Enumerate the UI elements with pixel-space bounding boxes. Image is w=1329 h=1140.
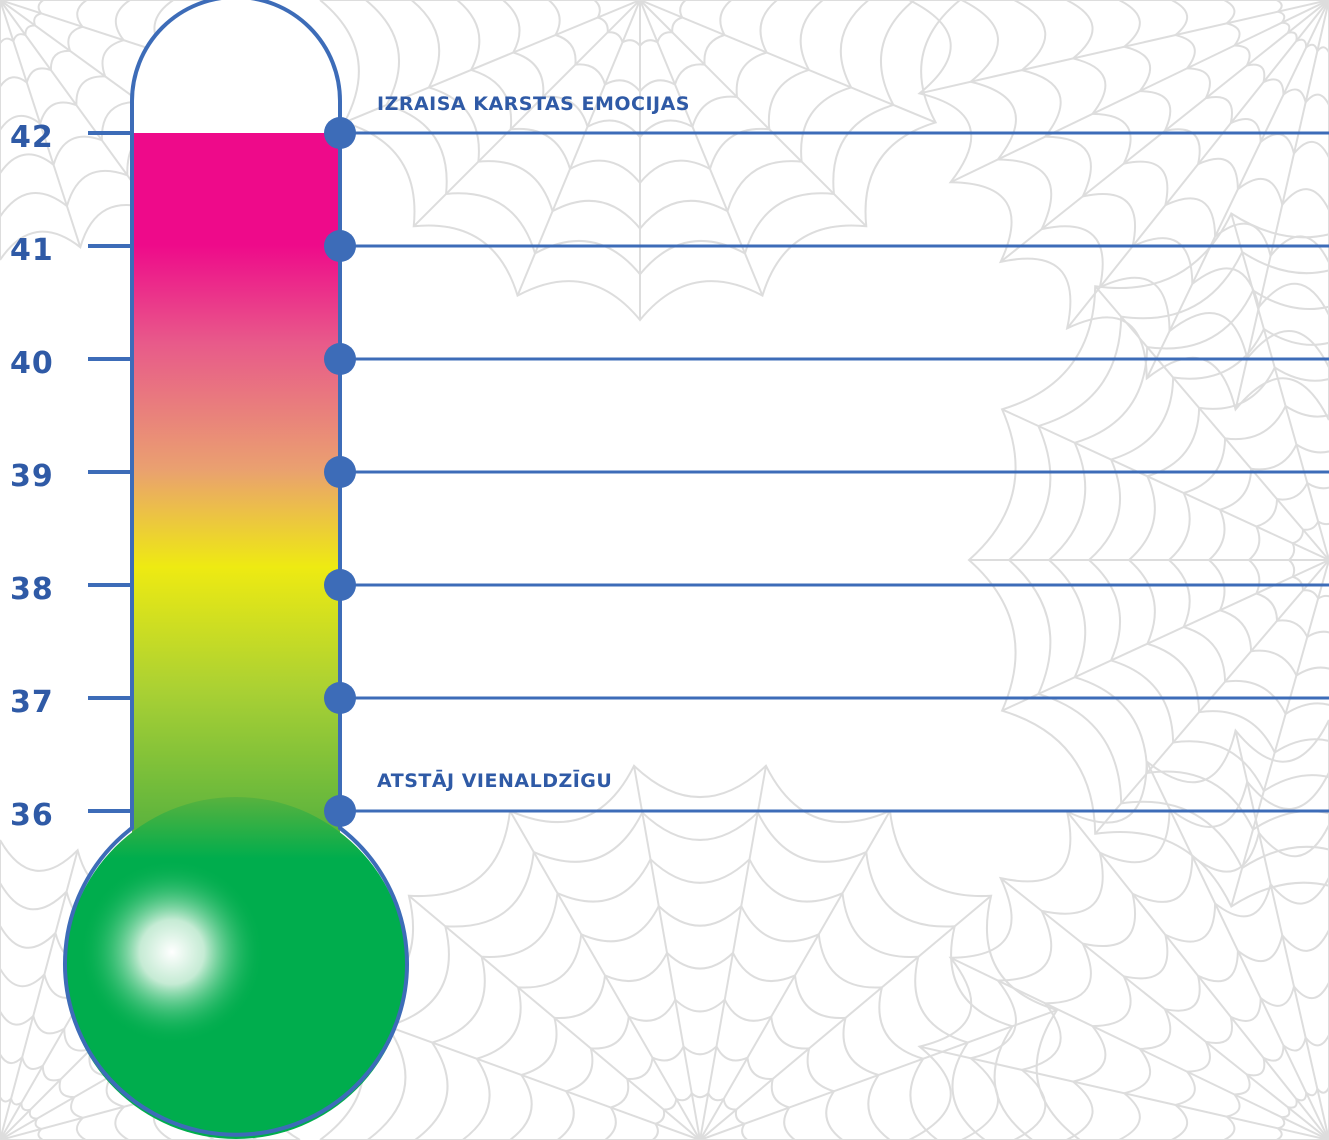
scale-dot-39 <box>324 456 356 488</box>
scale-dot-40 <box>324 343 356 375</box>
scale-label-37: 37 <box>10 685 54 720</box>
thermometer-outline <box>63 133 409 1137</box>
scale-label-38: 38 <box>10 572 54 607</box>
top-caption: IZRAISA KARSTAS EMOCIJAS <box>377 93 690 115</box>
thermometer-top-cap <box>130 0 342 133</box>
scale-dot-37 <box>324 682 356 714</box>
scale-dot-36 <box>324 795 356 827</box>
scale-label-42: 42 <box>10 120 54 155</box>
thermometer <box>63 0 409 1139</box>
scale-dot-41 <box>324 230 356 262</box>
scale-label-40: 40 <box>10 346 54 381</box>
tick-marks <box>88 131 134 813</box>
bottom-caption: ATSTĀJ VIENALDZĪGU <box>377 770 613 792</box>
bulb-highlight <box>80 860 264 1044</box>
thermometer-tube-fill <box>132 133 340 833</box>
scale-label-41: 41 <box>10 233 54 268</box>
scale-label-39: 39 <box>10 459 54 494</box>
scale-dots <box>324 117 356 827</box>
scale-dot-38 <box>324 569 356 601</box>
guide-lines <box>340 131 1329 813</box>
scale-label-36: 36 <box>10 798 54 833</box>
scale-dot-42 <box>324 117 356 149</box>
